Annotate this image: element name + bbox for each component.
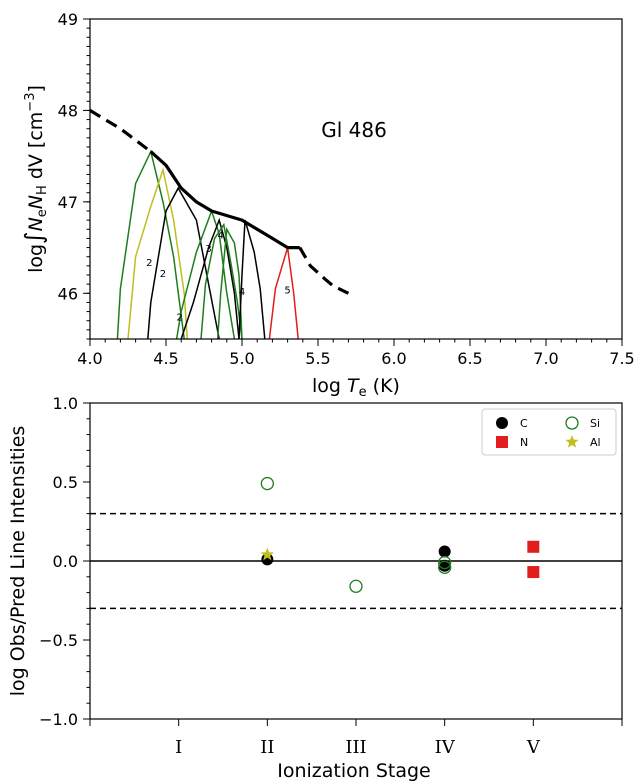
bottom-y-tick-label: −1.0: [39, 710, 78, 729]
curve-label-2: 2: [176, 313, 182, 324]
bottom-y-tick-label: 0.5: [53, 473, 78, 492]
xlabel-log: log: [312, 375, 347, 397]
bottom-y-axis-label: log Obs/Pred Line Intensities: [7, 426, 29, 697]
legend-label-C: C: [520, 417, 528, 430]
xlabel-unit: (K): [367, 375, 400, 397]
ionization-stage-label: IV: [435, 737, 456, 758]
ylabel-log: log: [25, 244, 47, 273]
curve-label-4: 4: [218, 230, 224, 241]
top-y-tick-label: 46: [58, 284, 78, 303]
legend: C Si N Al: [481, 408, 617, 456]
line-intensity-panel: I II III IV V−1.0−0.50.00.51.0 C SiN Al Ioniza…: [7, 394, 623, 781]
reference-lines: [90, 512, 622, 610]
point-N-0: [527, 540, 540, 553]
ion-curve-Si-6: [216, 226, 243, 340]
top-x-tick-label: 7.5: [609, 349, 634, 368]
top-y-tick-label: 48: [58, 101, 78, 120]
bottom-axis-ticks: I II III IV V−1.0−0.50.00.51.0: [39, 394, 623, 758]
ylabel-sup: −3: [23, 93, 38, 112]
legend-marker-N: [496, 436, 508, 448]
point-Si-0: [260, 476, 274, 491]
point-Si-1: [349, 579, 363, 593]
legend-marker-Si: [565, 416, 579, 430]
point-C-1: [438, 545, 451, 558]
curve-label-0: 2: [146, 258, 152, 269]
ylabel-H: H: [35, 185, 50, 195]
top-axis-ticks: 4.0 4.5 5.0 5.5 6.0 6.5 7.0 7.5 46 47 48 49: [58, 10, 635, 368]
top-x-tick-label: 5.0: [229, 349, 254, 368]
ylabel-close: ]: [25, 85, 47, 92]
emission-measure-dashed-right: [298, 246, 350, 295]
top-x-tick-label: 4.0: [77, 349, 102, 368]
top-plot-frame: [89, 18, 623, 340]
ion-curve-C-2: [147, 186, 220, 340]
ion-curve-Si-5: [200, 222, 243, 340]
ionization-stage-label: III: [345, 737, 366, 758]
bottom-x-axis-label: Ionization Stage: [277, 760, 431, 781]
point-Si-3: [438, 560, 452, 574]
top-x-tick-label: 6.0: [381, 349, 406, 368]
point-Si-2: [438, 555, 452, 570]
top-x-tick-label: 6.5: [457, 349, 482, 368]
legend-label-Al: Al: [590, 436, 601, 449]
scatter-points: [260, 476, 540, 593]
point-N-1: [527, 566, 540, 579]
top-x-tick-label: 4.5: [153, 349, 178, 368]
legend-marker-Al: [565, 435, 579, 448]
curve-label-1: 2: [160, 269, 166, 280]
legend-box: [481, 408, 617, 456]
bottom-y-tick-label: −0.5: [39, 631, 78, 650]
emission-measure-curve: [89, 109, 350, 295]
star-name-annotation: Gl 486: [321, 118, 387, 142]
ylabel-e: e: [35, 209, 50, 217]
ion-curve-Al-1: [127, 167, 189, 340]
top-y-tick-label: 49: [58, 10, 78, 29]
ion-curves: [116, 149, 299, 340]
top-x-tick-label: 5.5: [305, 349, 330, 368]
xlabel-T: T: [347, 375, 360, 397]
ionization-stage-label: V: [526, 737, 541, 758]
ylabel-unit: dV [cm: [25, 112, 47, 186]
point-Al-0: [260, 547, 274, 561]
ylabel-N1: N: [25, 217, 47, 231]
ionization-stage-label: I: [175, 737, 182, 758]
xlabel-sub: e: [359, 385, 367, 400]
legend-marker-C: [496, 417, 508, 429]
emission-measure-solid: [149, 150, 300, 250]
legend-label-N: N: [520, 436, 528, 449]
top-y-tick-label: 47: [58, 193, 78, 212]
curve-label-5: 4: [239, 287, 245, 298]
ion-curve-C-7: [238, 219, 266, 340]
bottom-y-tick-label: 1.0: [53, 394, 78, 413]
emission-measure-dashed-left: [89, 109, 152, 153]
top-x-tick-label: 7.0: [533, 349, 558, 368]
bottom-y-tick-label: 0.0: [53, 552, 78, 571]
ylabel-integral: ∫: [20, 231, 48, 244]
ylabel-N2: N: [25, 195, 47, 209]
top-y-axis-label: log∫NeNH dV [cm−3]: [20, 85, 50, 273]
legend-label-Si: Si: [590, 417, 600, 430]
ion-curve-C-4: [180, 217, 240, 340]
ionization-stage-label: II: [260, 737, 274, 758]
curve-label-6: 5: [284, 285, 290, 296]
top-x-axis-label: log Te (K): [312, 375, 400, 400]
curve-label-3: 3: [205, 244, 211, 255]
